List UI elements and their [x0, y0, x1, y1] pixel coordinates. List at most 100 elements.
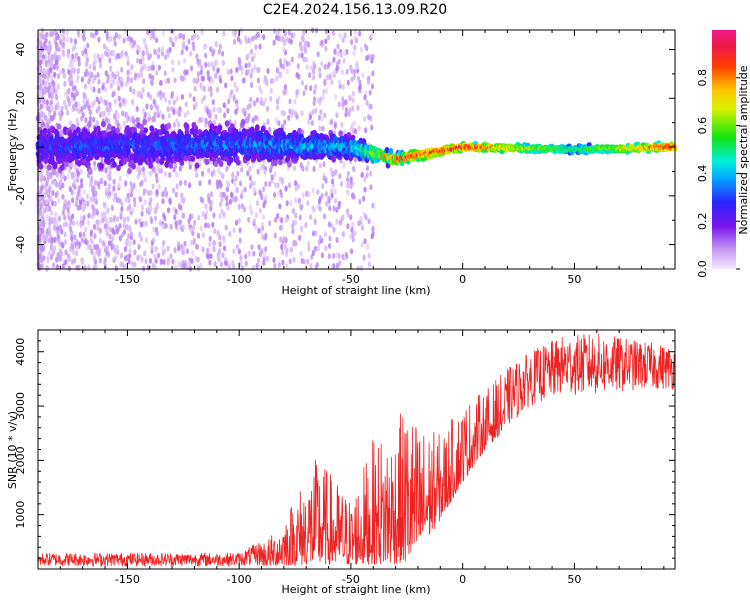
- noise-point: [173, 247, 177, 254]
- noise-point: [246, 170, 250, 177]
- noise-point: [71, 213, 75, 220]
- noise-point: [214, 41, 219, 48]
- noise-point: [351, 105, 355, 112]
- spectrum-point: [70, 123, 76, 131]
- noise-point: [366, 243, 370, 250]
- noise-point: [124, 197, 128, 204]
- noise-point: [77, 101, 81, 108]
- spectrum-point: [101, 120, 106, 128]
- noise-point: [97, 36, 101, 43]
- noise-point: [254, 114, 258, 121]
- noise-point: [116, 226, 120, 233]
- noise-point: [321, 125, 325, 132]
- noise-point: [204, 52, 208, 59]
- noise-point: [257, 227, 261, 234]
- noise-point: [275, 75, 279, 82]
- noise-point: [41, 94, 45, 101]
- noise-point: [55, 181, 59, 188]
- noise-point: [170, 59, 175, 66]
- noise-point: [106, 251, 110, 258]
- noise-point: [139, 236, 143, 242]
- noise-point: [251, 56, 255, 63]
- noise-point: [161, 250, 165, 256]
- noise-point: [55, 94, 59, 101]
- noise-point: [360, 171, 365, 178]
- noise-point: [220, 197, 224, 203]
- noise-point: [359, 265, 363, 271]
- noise-point: [62, 204, 66, 211]
- noise-point: [318, 72, 322, 79]
- noise-point: [219, 191, 223, 198]
- noise-point: [358, 198, 362, 205]
- noise-point: [251, 117, 255, 124]
- noise-point: [194, 101, 198, 108]
- noise-point: [308, 72, 312, 79]
- noise-point: [200, 84, 204, 91]
- spectrum-point: [194, 162, 200, 169]
- noise-point: [212, 48, 216, 55]
- noise-point: [193, 219, 197, 226]
- noise-point: [102, 201, 106, 208]
- noise-point: [195, 53, 199, 60]
- noise-point: [273, 171, 277, 177]
- noise-point: [287, 114, 291, 121]
- spectrum-point: [204, 158, 210, 166]
- noise-point: [260, 96, 264, 103]
- chart-title: C2E4.2024.156.13.09.R20: [263, 2, 447, 18]
- noise-point: [250, 48, 254, 55]
- noise-point: [135, 106, 139, 112]
- noise-point: [318, 66, 322, 73]
- spectrum-point: [42, 127, 48, 134]
- noise-point: [282, 110, 286, 117]
- noise-point: [68, 120, 72, 127]
- noise-point: [314, 107, 318, 114]
- spectrum-point: [164, 161, 170, 168]
- noise-point: [309, 85, 313, 92]
- noise-point: [40, 234, 44, 241]
- noise-point: [255, 97, 259, 104]
- noise-point: [208, 241, 212, 248]
- noise-point: [168, 99, 172, 106]
- noise-point: [272, 39, 276, 46]
- noise-point: [51, 190, 55, 196]
- spectrum-point: [186, 133, 192, 140]
- noise-point: [297, 197, 301, 204]
- noise-point: [63, 214, 67, 221]
- noise-point: [86, 200, 90, 207]
- noise-point: [262, 100, 266, 107]
- noise-point: [297, 52, 301, 59]
- noise-point: [54, 41, 58, 48]
- noise-point: [235, 86, 239, 93]
- noise-point: [103, 86, 108, 93]
- noise-point: [112, 35, 116, 42]
- noise-point: [106, 173, 110, 180]
- noise-point: [253, 64, 257, 71]
- noise-point: [316, 188, 320, 195]
- noise-point: [122, 37, 126, 44]
- noise-point: [271, 77, 275, 84]
- noise-point: [183, 57, 187, 64]
- noise-point: [187, 218, 191, 224]
- noise-point: [367, 218, 371, 225]
- noise-point: [288, 98, 292, 105]
- noise-point: [122, 120, 126, 127]
- noise-point: [362, 195, 366, 202]
- noise-point: [182, 43, 186, 50]
- noise-point: [356, 104, 360, 111]
- noise-point: [185, 45, 189, 52]
- noise-point: [50, 200, 55, 207]
- noise-point: [283, 30, 287, 37]
- noise-point: [208, 112, 212, 118]
- noise-point: [157, 183, 161, 190]
- noise-point: [111, 235, 115, 242]
- noise-point: [277, 261, 281, 268]
- noise-point: [243, 186, 247, 193]
- noise-point: [161, 198, 165, 205]
- noise-point: [363, 115, 367, 122]
- noise-point: [258, 43, 262, 50]
- noise-point: [164, 54, 168, 61]
- noise-point: [157, 252, 161, 259]
- noise-point: [233, 31, 237, 38]
- noise-point: [193, 32, 197, 39]
- noise-point: [43, 73, 47, 80]
